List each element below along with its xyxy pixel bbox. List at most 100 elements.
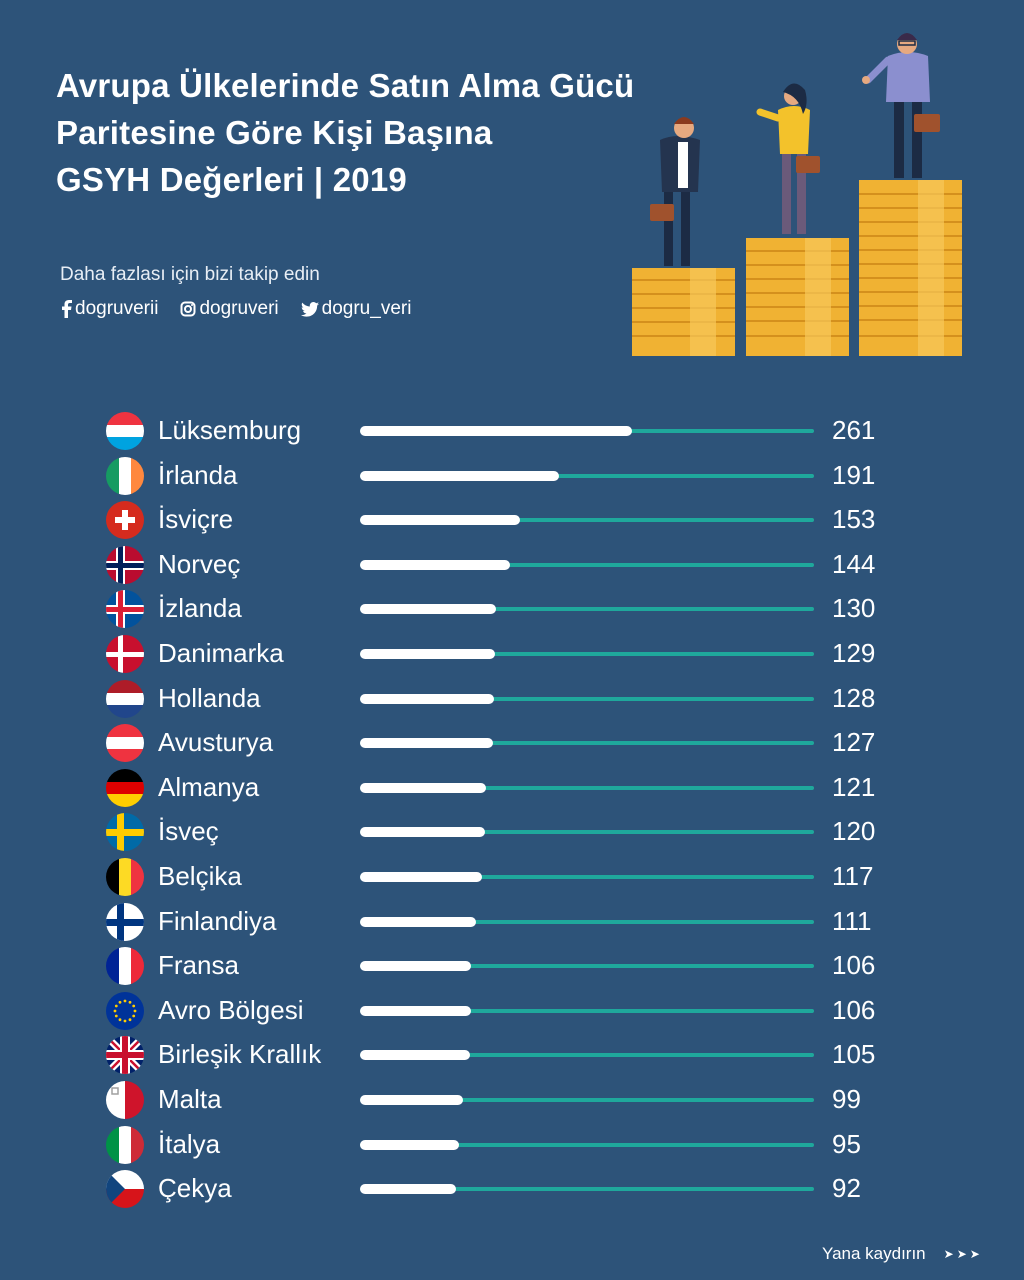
chart-row: Finlandiya 111: [106, 902, 886, 942]
value-label: 95: [832, 1128, 861, 1159]
chart-row: Almanya 121: [106, 768, 886, 808]
country-label: Danimarka: [158, 638, 284, 668]
man-left: [650, 117, 700, 266]
chart-row: İtalya 95: [106, 1125, 886, 1165]
chart-row: Norveç 144: [106, 545, 886, 585]
bar-fill: [360, 961, 471, 972]
bar-fill: [360, 1005, 471, 1016]
coin-stack-middle: [746, 238, 849, 356]
value-label: 92: [832, 1173, 861, 1204]
bar-track: [360, 738, 814, 749]
italy-flag: [106, 1125, 144, 1164]
bar-track: [360, 827, 814, 838]
bar-fill: [360, 470, 560, 481]
country-label: Birleşik Krallık: [158, 1039, 322, 1070]
value-label: 261: [832, 415, 876, 445]
bar-fill: [360, 872, 483, 882]
country-label: İtalya: [158, 1128, 221, 1159]
austria-flag: [106, 724, 144, 763]
country-label: Lüksemburg: [158, 415, 302, 445]
bar-fill: [360, 515, 520, 526]
value-label: 121: [832, 771, 876, 802]
chart-row: Avro Bölgesi 106: [106, 991, 886, 1031]
eu-flag: [106, 991, 144, 1030]
woman-middle: [756, 83, 820, 234]
bar-track: [360, 559, 814, 570]
country-label: İzlanda: [158, 593, 242, 624]
czechia-flag: [106, 1170, 144, 1209]
value-label: 144: [832, 548, 876, 579]
bar-fill: [360, 1184, 457, 1195]
bar-fill: [360, 649, 495, 659]
value-label: 128: [832, 682, 876, 713]
title-line: Avrupa Ülkelerinde Satın Alma Gücü: [56, 67, 635, 104]
twitter-handle: dogru_veri: [321, 298, 412, 319]
value-label: 153: [832, 504, 876, 535]
instagram-icon: [180, 301, 196, 317]
bar-track: [360, 1005, 814, 1016]
germany-flag: [106, 768, 144, 807]
page-title: Avrupa Ülkelerinde Satın Alma Gücü Parit…: [56, 62, 696, 203]
social-links: dogruverii dogruveri dogru_veri: [60, 298, 411, 320]
instagram-link[interactable]: dogruveri: [180, 298, 279, 320]
facebook-link[interactable]: dogruverii: [60, 298, 158, 320]
coin-stack-right: [859, 180, 962, 356]
value-label: 127: [832, 727, 876, 758]
facebook-handle: dogruverii: [75, 298, 159, 319]
bar-track: [360, 1095, 814, 1105]
scroll-hint-label: Yana kaydırın: [822, 1244, 926, 1263]
bar-fill: [360, 916, 476, 927]
chart-row: Danimarka 129: [106, 634, 886, 674]
country-label: Belçika: [158, 861, 242, 891]
title-line: Paritesine Göre Kişi Başına: [56, 114, 493, 151]
chart-row: İsviçre 153: [106, 500, 886, 540]
bar-fill: [360, 738, 493, 749]
bar-track: [360, 872, 814, 882]
value-label: 120: [832, 816, 876, 847]
title-line: GSYH Değerleri | 2019: [56, 161, 407, 198]
coin-stack-illustration: [632, 33, 962, 356]
value-label: 105: [832, 1039, 876, 1070]
uk-flag: [106, 1036, 144, 1075]
iceland-flag: [106, 590, 144, 629]
value-label: 117: [832, 861, 874, 891]
man-right: [862, 33, 940, 178]
bar-track: [360, 693, 814, 704]
country-label: Çekya: [158, 1173, 232, 1204]
switzerland-flag: [106, 501, 144, 540]
country-label: Malta: [158, 1084, 222, 1114]
value-label: 130: [832, 593, 876, 624]
bar-track: [360, 604, 814, 615]
chart-row: Fransa 106: [106, 946, 886, 986]
denmark-flag: [106, 635, 144, 673]
country-label: Avusturya: [158, 727, 274, 758]
bar-track: [360, 649, 814, 659]
bar-track: [360, 426, 814, 436]
country-label: İsviçre: [158, 504, 234, 535]
follow-text: Daha fazlası için bizi takip edin: [60, 264, 320, 285]
country-label: İrlanda: [158, 459, 238, 490]
chart-row: Belçika 117: [106, 857, 886, 897]
bar-track: [360, 515, 814, 526]
bar-track: [360, 470, 814, 481]
instagram-handle: dogruveri: [199, 298, 279, 319]
chart-row: Lüksemburg 261: [106, 411, 886, 451]
luxembourg-flag: [106, 412, 144, 450]
sweden-flag: [106, 813, 144, 852]
arrow-right-icon: ➤➤➤: [943, 1247, 983, 1261]
value-label: 129: [832, 638, 876, 668]
bar-fill: [360, 782, 487, 793]
bar-fill: [360, 693, 494, 704]
bar-fill: [360, 426, 633, 436]
facebook-icon: [62, 300, 72, 318]
country-label: Fransa: [158, 950, 239, 981]
twitter-icon: [300, 301, 319, 317]
bar-fill: [360, 1095, 464, 1105]
bar-fill: [360, 559, 511, 570]
scroll-hint[interactable]: Yana kaydırın ➤➤➤: [822, 1244, 983, 1264]
country-label: Almanya: [158, 771, 260, 802]
norway-flag: [106, 545, 144, 584]
netherlands-flag: [106, 679, 144, 718]
bar-fill: [360, 1050, 470, 1061]
twitter-link[interactable]: dogru_veri: [300, 298, 412, 320]
